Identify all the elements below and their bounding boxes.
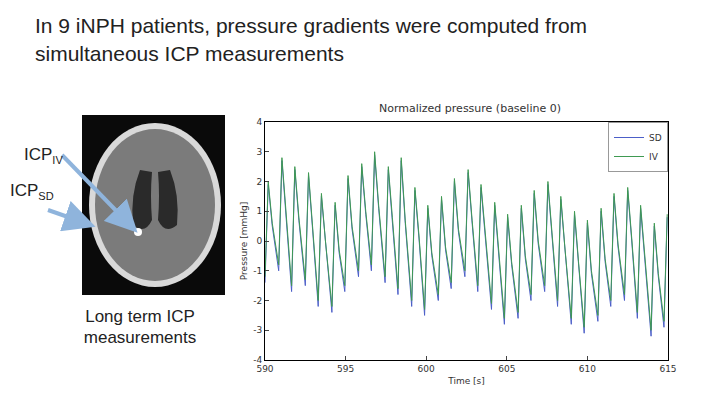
html-text:measurements: measurements [83, 328, 197, 347]
svg-text:3: 3 [256, 147, 262, 157]
svg-text:1: 1 [256, 206, 262, 216]
svg-text:ICPSD: ICPSD [10, 181, 54, 202]
html-text:In 9 iNPH patients, pressure g: In 9 iNPH patients, pressure gradients w… [35, 14, 588, 37]
svg-text:-3: -3 [253, 325, 262, 335]
svg-text:595: 595 [337, 364, 354, 374]
svg-text:ICPIV: ICPIV [24, 145, 63, 166]
svg-text:-2: -2 [253, 296, 262, 306]
svg-text:Pressure [mmHg]: Pressure [mmHg] [239, 202, 249, 280]
svg-text:600: 600 [418, 364, 435, 374]
svg-text:0: 0 [256, 236, 262, 246]
svg-text:Time [s]: Time [s] [447, 376, 485, 386]
svg-text:610: 610 [579, 364, 596, 374]
html-text:Long term ICP: Long term ICP [85, 307, 195, 326]
svg-text:-4: -4 [253, 355, 262, 365]
svg-text:-1: -1 [253, 266, 262, 276]
html-text:simultaneous ICP measurements: simultaneous ICP measurements [35, 42, 344, 65]
svg-text:Normalized pressure (baseline: Normalized pressure (baseline 0) [379, 102, 561, 115]
svg-text:SD: SD [649, 133, 662, 143]
svg-text:590: 590 [256, 364, 273, 374]
svg-text:2: 2 [256, 177, 262, 187]
svg-text:IV: IV [649, 152, 659, 162]
svg-text:615: 615 [659, 364, 676, 374]
svg-text:605: 605 [498, 364, 515, 374]
svg-text:4: 4 [256, 117, 262, 127]
